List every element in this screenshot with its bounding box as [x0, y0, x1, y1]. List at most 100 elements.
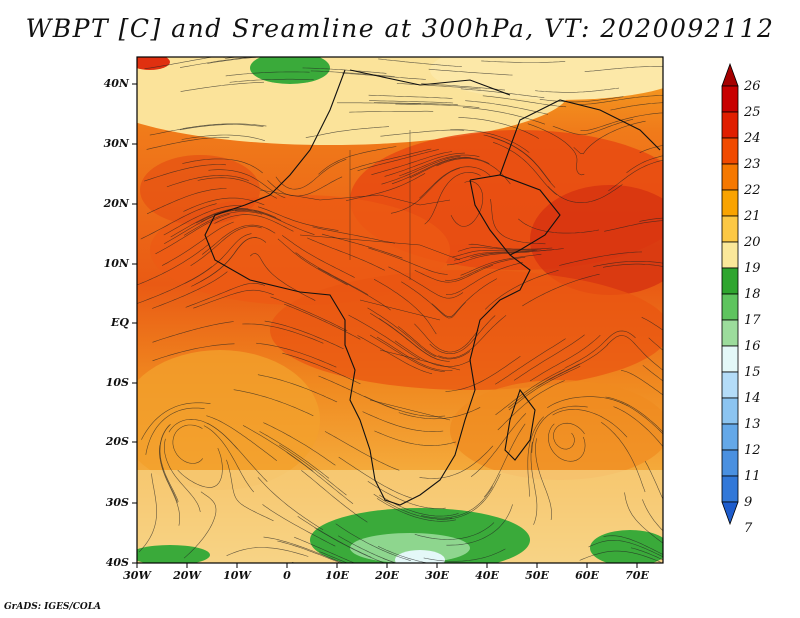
- streamline: [185, 282, 266, 308]
- lon-label: 0: [283, 569, 291, 582]
- streamline: [297, 516, 372, 558]
- streamline: [468, 243, 553, 250]
- lon-label: 30W: [123, 569, 151, 582]
- streamline: [482, 95, 567, 108]
- colorbar-bottom-arrow: [721, 501, 739, 526]
- streamline: [639, 145, 663, 153]
- streamline: [394, 340, 472, 367]
- colorbar-swatch: [721, 163, 739, 191]
- streamline: [282, 235, 355, 278]
- streamline: [282, 352, 361, 385]
- streamline: [535, 438, 552, 520]
- streamline: [470, 249, 554, 258]
- wbpt-field: [137, 57, 663, 563]
- streamline: [337, 535, 397, 563]
- lat-label: 40S: [105, 556, 129, 569]
- colorbar-top-arrow: [721, 62, 739, 87]
- streamline: [206, 415, 277, 461]
- streamline: [484, 269, 559, 310]
- colorbar-label: 22: [744, 183, 761, 198]
- streamline: [301, 470, 368, 523]
- colorbar-label: 11: [744, 469, 761, 484]
- streamline: [436, 473, 501, 520]
- streamline: [373, 493, 453, 520]
- streamline: [277, 540, 342, 563]
- streamline: [263, 536, 344, 563]
- streamline: [419, 445, 494, 479]
- colorbar-label: 9: [744, 495, 753, 510]
- streamline: [380, 129, 465, 137]
- streamline: [605, 396, 663, 433]
- colorbar-label: 16: [744, 339, 761, 354]
- colorbar: [721, 62, 739, 526]
- streamline: [183, 491, 217, 559]
- streamline: [318, 146, 397, 175]
- streamline: [547, 184, 623, 203]
- streamline: [152, 321, 234, 343]
- streamline: [398, 326, 471, 360]
- colorbar-label: 26: [744, 79, 761, 94]
- streamline: [190, 226, 262, 266]
- lat-label: 40N: [103, 77, 129, 90]
- colorbar-label: 19: [744, 261, 761, 276]
- streamline: [559, 251, 642, 266]
- streamline: [264, 320, 344, 350]
- streamline: [177, 447, 223, 488]
- streamline: [335, 523, 411, 561]
- streamline: [492, 142, 558, 196]
- streamline: [429, 315, 496, 355]
- streamline: [146, 137, 230, 150]
- colorbar-label: 21: [744, 209, 761, 224]
- streamline: [179, 124, 264, 131]
- streamline: [257, 477, 324, 531]
- streamline: [229, 78, 314, 83]
- streamline: [452, 249, 536, 258]
- streamline: [257, 374, 338, 403]
- country-borders: [259, 130, 461, 421]
- streamline: [152, 271, 228, 309]
- lon-label: 20W: [173, 569, 201, 582]
- streamline: [579, 95, 663, 105]
- streamline: [183, 197, 265, 212]
- streamline: [307, 237, 385, 271]
- streamline: [357, 335, 433, 375]
- streamline: [207, 57, 264, 64]
- lon-label: 30E: [425, 569, 449, 582]
- streamline: [639, 217, 663, 222]
- streamline: [391, 156, 471, 185]
- streamline: [483, 134, 551, 183]
- streamline: [166, 175, 249, 188]
- streamline: [565, 330, 636, 369]
- streamline: [318, 375, 396, 410]
- streamline: [588, 540, 663, 558]
- streamline: [270, 296, 348, 331]
- streamline: [446, 251, 530, 266]
- streamline: [259, 431, 330, 479]
- streamline: [184, 233, 252, 284]
- streamline: [293, 536, 356, 563]
- streamline: [263, 422, 336, 466]
- streamline: [286, 452, 354, 504]
- streamline: [648, 337, 663, 351]
- lon-label: 40E: [475, 569, 499, 582]
- credit-text: GrADS: IGES/COLA: [4, 602, 102, 612]
- colorbar-swatch: [721, 293, 739, 321]
- colorbar-swatch: [721, 111, 739, 139]
- lon-label: 20E: [375, 569, 399, 582]
- coastlines: [204, 69, 661, 506]
- colorbar-label: 12: [744, 443, 761, 458]
- streamline: [203, 425, 254, 493]
- streamline: [181, 134, 265, 141]
- streamline: [349, 148, 432, 171]
- colorbar-label: 7: [744, 521, 753, 536]
- streamline: [608, 159, 663, 192]
- streamline: [644, 460, 663, 500]
- streamline: [527, 123, 585, 176]
- streamline: [207, 423, 268, 482]
- streamline: [182, 123, 267, 129]
- streamline: [626, 155, 663, 174]
- colorbar-swatch: [721, 85, 739, 113]
- streamline: [140, 203, 217, 240]
- streamline: [438, 315, 507, 359]
- streamline: [454, 250, 538, 261]
